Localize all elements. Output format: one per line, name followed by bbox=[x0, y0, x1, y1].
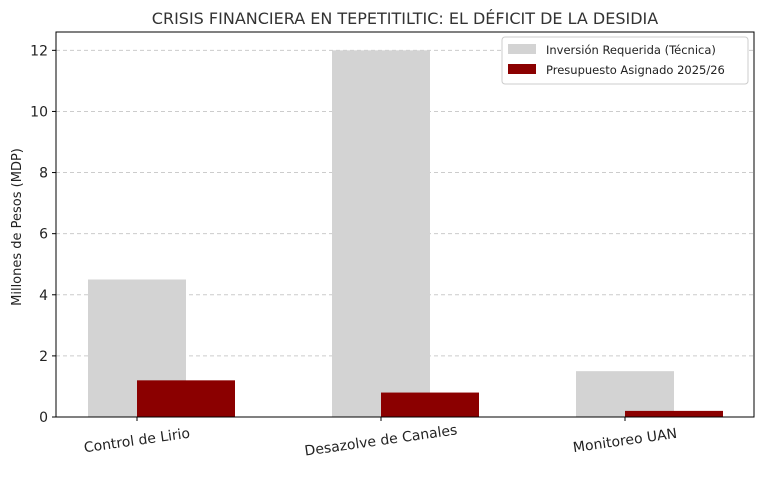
bar-assigned bbox=[381, 392, 479, 417]
legend-box bbox=[501, 36, 749, 85]
y-tick-label: 10 bbox=[30, 104, 48, 120]
legend-swatch bbox=[508, 44, 536, 54]
bar-required bbox=[576, 371, 674, 417]
x-tick-label: Desazolve de Canales bbox=[304, 422, 459, 459]
legend: Inversión Requerida (Técnica) Presupuesto… bbox=[501, 36, 749, 85]
y-axis-label: Millones de Pesos (MDP) bbox=[10, 148, 25, 306]
x-tick-label: Monitoreo UAN bbox=[572, 426, 678, 456]
bar-assigned bbox=[625, 410, 723, 417]
legend-swatch bbox=[508, 64, 536, 74]
y-tick-label: 0 bbox=[39, 410, 48, 426]
plot-frame bbox=[55, 31, 755, 418]
legend-label: Presupuesto Asignado 2025/26 bbox=[546, 63, 725, 77]
bar-assigned bbox=[137, 380, 235, 417]
legend-label: Inversión Requerida (Técnica) bbox=[546, 43, 716, 57]
bar-required bbox=[332, 50, 430, 417]
y-tick-label: 6 bbox=[39, 227, 48, 243]
x-tick-label: Control de Lirio bbox=[83, 426, 191, 457]
y-tick-label: 2 bbox=[39, 349, 48, 365]
y-tick-label: 8 bbox=[39, 166, 48, 182]
y-tick-label: 4 bbox=[39, 288, 48, 304]
chart-title: CRISIS FINANCIERA EN TEPETITILTIC: EL DÉ… bbox=[152, 9, 658, 28]
y-tick-label: 12 bbox=[30, 43, 48, 59]
